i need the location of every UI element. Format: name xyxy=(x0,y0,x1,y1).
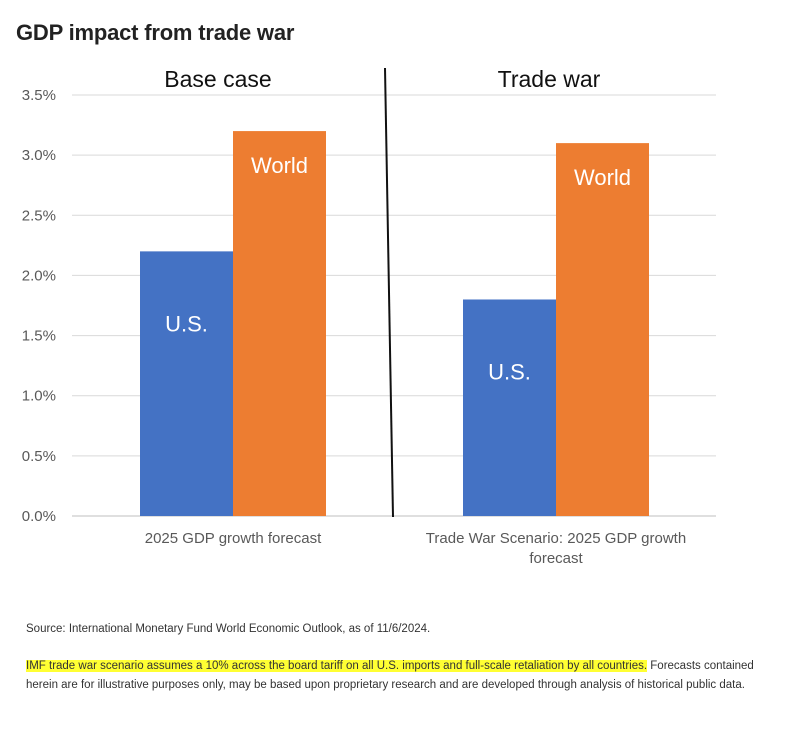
bar-label: U.S. xyxy=(165,311,208,336)
bar xyxy=(140,251,233,516)
bar xyxy=(463,299,556,516)
chart-title: GDP impact from trade war xyxy=(16,20,295,45)
highlighted-note: IMF trade war scenario assumes a 10% acr… xyxy=(26,660,648,672)
y-tick-label: 2.0% xyxy=(22,267,56,284)
bar-chart: 0.0% 0.5% 1.0% 1.5% 2.0% 2.5% 3.0% 3.5% Base cas… xyxy=(22,66,716,567)
y-tick-label: 1.5% xyxy=(22,328,56,345)
y-tick-label: 3.5% xyxy=(22,87,56,104)
x-category-label: 2025 GDP growth forecast xyxy=(145,530,322,547)
panel-divider xyxy=(384,67,394,518)
bar xyxy=(233,131,326,517)
bar xyxy=(556,143,649,516)
panel-heading: Trade war xyxy=(498,66,601,92)
panel-heading: Base case xyxy=(164,66,271,92)
bar-label: World xyxy=(251,153,308,178)
y-tick-label: 0.5% xyxy=(22,448,56,465)
source-note: Source: International Monetary Fund Worl… xyxy=(26,623,431,635)
x-category-label: Trade War Scenario: 2025 GDP growth forec… xyxy=(426,530,686,567)
bar-label: World xyxy=(574,165,631,190)
note-text: Forecasts contained herein are for illus… xyxy=(26,660,754,691)
y-tick-label: 3.0% xyxy=(22,147,56,164)
y-tick-label: 0.0% xyxy=(22,508,56,525)
y-tick-label: 2.5% xyxy=(22,207,56,224)
bar-label: U.S. xyxy=(488,359,531,384)
disclaimer-note: IMF trade war scenario assumes a 10% acr… xyxy=(26,657,776,695)
y-tick-label: 1.0% xyxy=(22,388,56,405)
